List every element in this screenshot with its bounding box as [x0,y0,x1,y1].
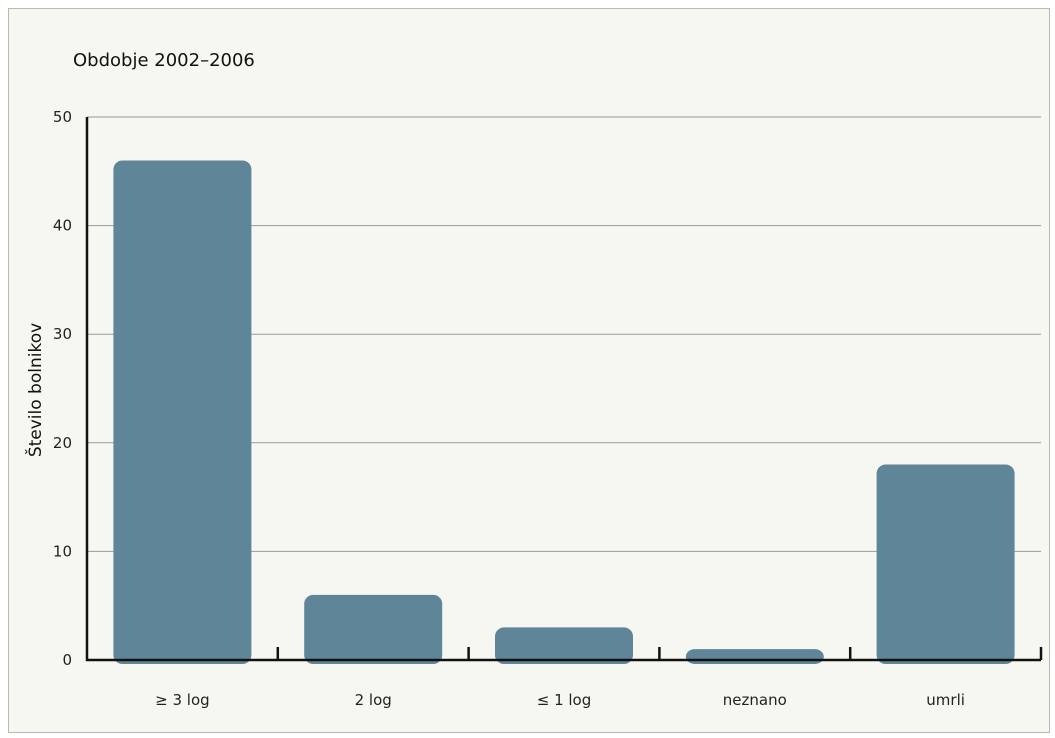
y-tick-label-30: 30 [53,325,72,343]
bar-0 [113,160,252,664]
x-tick-label-0: ≥ 3 log [155,691,210,709]
bar-2 [495,627,633,664]
y-tick-label-0: 0 [62,651,72,669]
bar-1 [304,594,443,664]
x-tick-label-1: 2 log [355,691,392,709]
x-tick-label-3: neznano [723,691,787,709]
y-tick-label-20: 20 [53,434,72,452]
x-tick-label-2: ≤ 1 log [537,691,592,709]
y-tick-label-50: 50 [53,108,72,126]
y-axis-label: Število bolnikov [24,323,46,457]
bar-4 [876,464,1015,664]
y-tick-label-10: 10 [53,542,72,560]
y-tick-label-40: 40 [53,217,72,235]
x-tick-label-4: umrli [926,691,965,709]
chart-title: Obdobje 2002–2006 [73,50,255,71]
bar-3 [685,649,824,664]
